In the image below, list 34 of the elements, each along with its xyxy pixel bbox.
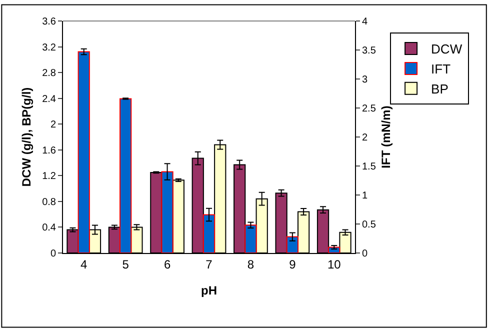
y2-tick-label: 3 <box>362 74 368 86</box>
y-axis-title: DCW (g/l), BP(g/l) <box>19 87 34 187</box>
y2-axis-title: IFT (mN/m) <box>379 106 394 168</box>
y-tick-label: 0.8 <box>42 196 56 208</box>
y2-tick-label: 1.5 <box>362 162 376 172</box>
y-tick-label: 3.6 <box>42 16 56 28</box>
y2-tick-label: 2.5 <box>362 104 376 114</box>
y-tick-label: 3.2 <box>42 42 56 54</box>
y-tick-label: 2 <box>50 120 56 131</box>
y-tick-label: 0 <box>50 248 56 260</box>
y2-tick-label: 4 <box>362 16 368 28</box>
y-tick-label: 1.6 <box>42 145 56 156</box>
y-tick-label: 0.4 <box>42 222 56 234</box>
x-tick-label: 8 <box>247 257 254 272</box>
y2-tick-label: 2 <box>362 132 368 144</box>
x-axis-title: pH <box>201 283 217 298</box>
y2-tick-label: 1 <box>362 190 368 202</box>
y2-tick-label: 0.5 <box>362 220 376 230</box>
y2-tick-label: 0 <box>362 248 368 260</box>
legend-label: DCW <box>431 42 463 57</box>
x-tick-label: 10 <box>327 257 342 272</box>
bar <box>78 51 90 253</box>
y-tick-label: 1.2 <box>42 171 56 182</box>
legend-label: BP <box>431 81 448 96</box>
x-tick-label: 4 <box>80 257 88 272</box>
x-tick-label: 7 <box>206 257 213 272</box>
x-tick-label: 9 <box>289 257 296 272</box>
bar <box>120 98 132 253</box>
x-tick-label: 6 <box>164 257 171 272</box>
y-tick-label: 2.4 <box>42 94 56 105</box>
legend-label: IFT <box>431 62 451 77</box>
x-tick-label: 5 <box>122 257 130 272</box>
y-tick-label: 2.8 <box>42 68 56 80</box>
y2-tick-label: 3.5 <box>362 46 376 56</box>
